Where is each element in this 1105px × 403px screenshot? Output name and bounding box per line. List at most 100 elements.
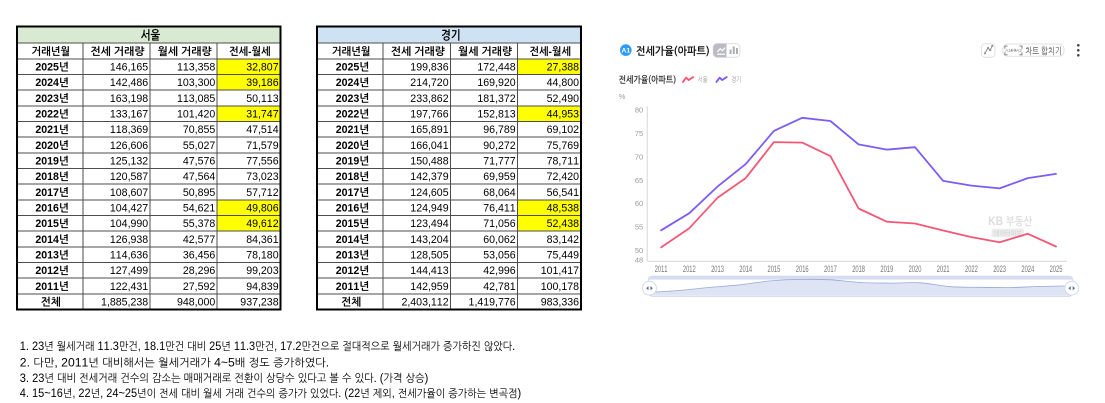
svg-text:983,336: 983,336 <box>541 297 579 309</box>
svg-text:47,576: 47,576 <box>183 156 216 168</box>
svg-text:75,449: 75,449 <box>547 250 580 262</box>
svg-text:-: - <box>549 47 553 58</box>
svg-text:42,577: 42,577 <box>183 234 216 246</box>
svg-text:. (: . ( <box>374 372 384 384</box>
svg-text:, 22: , 22 <box>72 388 90 401</box>
svg-text:78,180: 78,180 <box>246 250 279 262</box>
svg-text:1. 23: 1. 23 <box>20 341 44 354</box>
svg-text:113,358: 113,358 <box>177 62 215 74</box>
svg-text:48: 48 <box>635 255 643 264</box>
svg-text:197,766: 197,766 <box>410 109 448 121</box>
svg-text:122,431: 122,431 <box>110 281 148 293</box>
svg-text:2016: 2016 <box>35 203 59 215</box>
svg-text:42,996: 42,996 <box>483 265 516 277</box>
svg-text:49,806: 49,806 <box>246 203 279 215</box>
svg-text:71,579: 71,579 <box>246 140 279 152</box>
svg-text:2025: 2025 <box>336 62 360 74</box>
svg-text:4~5: 4~5 <box>214 355 235 369</box>
svg-text:142,379: 142,379 <box>410 171 448 183</box>
svg-text:55,378: 55,378 <box>183 218 216 230</box>
svg-text:2025: 2025 <box>1050 264 1063 275</box>
svg-text:2020: 2020 <box>336 140 360 152</box>
svg-text:2022: 2022 <box>965 264 978 275</box>
svg-text:57,712: 57,712 <box>246 187 279 199</box>
svg-text:126,938: 126,938 <box>110 234 148 246</box>
svg-text:50,113: 50,113 <box>246 93 279 105</box>
svg-text:73,023: 73,023 <box>246 171 279 183</box>
svg-text:152,813: 152,813 <box>477 109 515 121</box>
svg-text:101,417: 101,417 <box>541 265 579 277</box>
svg-text:113,085: 113,085 <box>177 93 215 105</box>
svg-text:11.3: 11.3 <box>234 341 255 354</box>
svg-text:144,413: 144,413 <box>410 265 448 277</box>
svg-text:54,621: 54,621 <box>183 203 216 215</box>
svg-text:77,556: 77,556 <box>246 156 279 168</box>
svg-text:.: . <box>326 355 329 369</box>
svg-text:84,361: 84,361 <box>246 234 279 246</box>
svg-text:165,891: 165,891 <box>410 124 448 136</box>
svg-text:. (22: . (22 <box>338 388 360 401</box>
svg-text:.: . <box>512 341 515 354</box>
svg-text:2023: 2023 <box>35 93 59 105</box>
svg-text:2014: 2014 <box>336 234 360 246</box>
svg-text:25: 25 <box>209 341 221 354</box>
svg-text:2016: 2016 <box>796 264 809 275</box>
svg-text:65: 65 <box>635 176 643 185</box>
svg-text:2021: 2021 <box>336 124 360 136</box>
svg-text:70: 70 <box>635 152 643 161</box>
svg-text:214,720: 214,720 <box>410 77 448 89</box>
svg-text:2019: 2019 <box>880 264 893 275</box>
svg-text:A1: A1 <box>1005 48 1011 54</box>
svg-text:49,612: 49,612 <box>246 218 279 230</box>
svg-text:A1: A1 <box>621 48 630 55</box>
svg-text:948,000: 948,000 <box>177 297 215 309</box>
svg-text:75,769: 75,769 <box>547 140 580 152</box>
svg-text:114,636: 114,636 <box>110 250 148 262</box>
svg-text:181,372: 181,372 <box>477 93 515 105</box>
svg-text:2019: 2019 <box>35 156 59 168</box>
svg-text:199,836: 199,836 <box>410 62 448 74</box>
svg-text:28,296: 28,296 <box>183 265 216 277</box>
svg-text:2013: 2013 <box>711 264 724 275</box>
svg-text:75: 75 <box>635 129 643 138</box>
svg-text:128,505: 128,505 <box>410 250 448 262</box>
svg-text:2023: 2023 <box>336 93 360 105</box>
svg-text:55: 55 <box>635 223 643 232</box>
svg-text:83,142: 83,142 <box>547 234 580 246</box>
svg-text:%: % <box>619 92 626 101</box>
svg-text:937,238: 937,238 <box>240 297 278 309</box>
svg-text:2021: 2021 <box>35 124 59 136</box>
svg-text:52,438: 52,438 <box>547 218 580 230</box>
svg-text:2018: 2018 <box>852 264 865 275</box>
svg-text:166,041: 166,041 <box>410 140 448 152</box>
svg-text:123,494: 123,494 <box>410 218 448 230</box>
svg-text:68,064: 68,064 <box>483 187 516 199</box>
svg-text:127,499: 127,499 <box>110 265 148 277</box>
svg-text:2020: 2020 <box>909 264 922 275</box>
svg-text:2,403,112: 2,403,112 <box>401 297 448 309</box>
svg-text:2019: 2019 <box>336 156 360 168</box>
svg-text:, 17.2: , 17.2 <box>274 341 301 354</box>
svg-text:2016: 2016 <box>336 203 360 215</box>
svg-text:31,747: 31,747 <box>246 109 279 121</box>
svg-text:39,186: 39,186 <box>246 77 279 89</box>
svg-text:71,777: 71,777 <box>483 156 516 168</box>
svg-text:126,606: 126,606 <box>110 140 148 152</box>
svg-text:76,411: 76,411 <box>483 203 516 215</box>
svg-text:124,605: 124,605 <box>410 187 448 199</box>
svg-text:142,486: 142,486 <box>110 77 148 89</box>
svg-text:2013: 2013 <box>35 250 59 262</box>
svg-text:2014: 2014 <box>739 264 752 275</box>
svg-text:32,807: 32,807 <box>246 62 279 74</box>
svg-text:2020: 2020 <box>35 140 59 152</box>
svg-text:55,027: 55,027 <box>183 140 216 152</box>
svg-text:143,204: 143,204 <box>410 234 448 246</box>
svg-text:, 24~25: , 24~25 <box>100 388 137 401</box>
svg-text:4. 15~16: 4. 15~16 <box>20 388 63 401</box>
svg-text:27,592: 27,592 <box>183 281 216 293</box>
svg-text:2018: 2018 <box>35 171 59 183</box>
svg-text:120,587: 120,587 <box>110 171 148 183</box>
svg-text:, 18.1: , 18.1 <box>138 341 165 354</box>
svg-text:108,607: 108,607 <box>110 187 148 199</box>
svg-text:233,862: 233,862 <box>410 93 448 105</box>
